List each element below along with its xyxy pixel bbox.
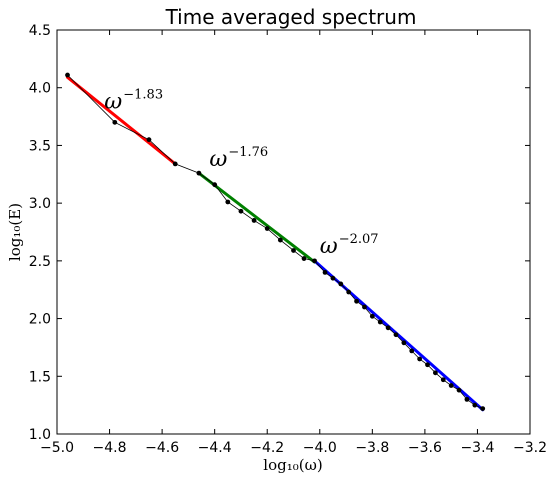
- y-tick-label: 1.5: [29, 369, 51, 385]
- data-point: [393, 332, 399, 338]
- data-point: [448, 383, 454, 388]
- data-point: [330, 275, 336, 281]
- data-point: [369, 313, 375, 319]
- data-point: [346, 289, 352, 295]
- chart-title: Time averaged spectrum: [165, 5, 417, 29]
- x-tick-label: −3.6: [408, 440, 442, 456]
- slope-annotation: ω−2.07: [320, 232, 379, 259]
- data-point: [425, 362, 430, 368]
- data-point: [251, 218, 257, 223]
- data-point: [433, 370, 438, 376]
- x-tick-label: −3.8: [355, 440, 389, 456]
- data-point: [291, 248, 296, 253]
- data-point: [385, 325, 391, 331]
- x-tick-label: −4.8: [93, 440, 127, 456]
- data-point: [225, 199, 231, 205]
- y-axis-label: log₁₀(E): [6, 203, 24, 261]
- x-tick-label: −3.4: [460, 440, 494, 456]
- plot-frame: [56, 29, 531, 435]
- x-tick-label: −4.0: [303, 440, 337, 456]
- data-point: [338, 281, 344, 287]
- data-point: [472, 402, 478, 408]
- data-series: [65, 72, 486, 412]
- data-point: [417, 356, 423, 362]
- fit-line: [197, 171, 317, 264]
- data-point: [322, 270, 328, 275]
- data-point: [480, 406, 486, 412]
- slope-annotation: ω−1.83: [104, 87, 163, 114]
- data-point: [277, 237, 283, 243]
- x-tick-label: −4.2: [250, 440, 284, 456]
- data-point: [301, 256, 307, 261]
- x-tick-label: −5.0: [40, 440, 74, 456]
- y-tick-label: 3.5: [29, 138, 51, 154]
- data-point: [112, 119, 118, 125]
- y-tick-label: 3.0: [29, 196, 51, 212]
- data-point: [464, 396, 470, 402]
- data-point: [212, 182, 218, 188]
- y-axis: 1.0 1.5 2.0 2.5 3.0 3.5 4.0 4.5: [29, 23, 530, 443]
- y-tick-label: 2.5: [29, 254, 51, 270]
- data-point: [238, 208, 244, 214]
- y-tick-label: 2.0: [29, 312, 51, 328]
- y-tick-label: 4.5: [29, 23, 51, 39]
- y-tick-label: 4.0: [29, 81, 51, 97]
- x-tick-label: −4.6: [145, 440, 179, 456]
- x-axis: −5.0 −4.8 −4.6 −4.4 −4.2 −4.0 −3.8 −3.6 −3.4 −3.2: [40, 30, 547, 456]
- data-point: [456, 387, 462, 393]
- data-point: [196, 170, 202, 176]
- data-point: [65, 72, 70, 78]
- data-point: [362, 304, 367, 310]
- data-point: [409, 348, 415, 354]
- y-tick-label: 1.0: [29, 427, 51, 443]
- data-point: [401, 340, 407, 346]
- data-point: [377, 319, 383, 325]
- data-point: [146, 137, 152, 143]
- annotations: ω−1.83 ω−1.76 ω−2.07: [104, 87, 378, 258]
- data-point: [354, 298, 359, 304]
- data-point: [440, 377, 446, 383]
- x-tick-label: −4.4: [198, 440, 232, 456]
- x-axis-label: log₁₀(ω): [263, 456, 322, 474]
- fit-line: [66, 75, 177, 166]
- data-point: [264, 226, 270, 231]
- slope-annotation: ω−1.76: [209, 145, 268, 172]
- data-point: [312, 258, 317, 264]
- x-tick-label: −3.2: [513, 440, 547, 456]
- data-point: [172, 161, 178, 167]
